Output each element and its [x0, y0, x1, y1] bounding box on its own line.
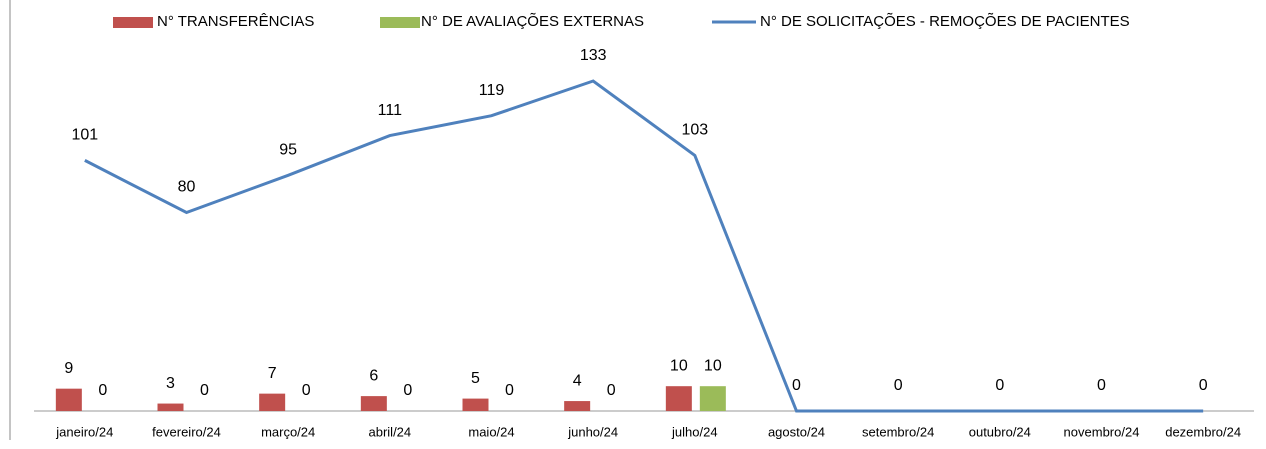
data-label: 0	[1097, 377, 1106, 394]
legend-label: N° DE AVALIAÇÕES EXTERNAS	[421, 13, 644, 30]
data-label: 0	[792, 377, 801, 394]
legend-label: N° DE SOLICITAÇÕES - REMOÇÕES DE PACIENT…	[760, 13, 1130, 30]
data-label: 133	[580, 47, 607, 64]
data-label: 103	[681, 122, 708, 139]
data-label: 119	[479, 82, 505, 99]
x-tick-label: julho/24	[671, 424, 718, 439]
legend-label: N° TRANSFERÊNCIAS	[157, 13, 314, 30]
bar	[360, 396, 387, 411]
x-tick-label: abril/24	[369, 424, 412, 439]
x-tick-label: setembro/24	[862, 424, 934, 439]
data-label: 95	[279, 142, 297, 159]
x-tick-label: dezembro/24	[1165, 424, 1241, 439]
x-tick-label: fevereiro/24	[152, 424, 221, 439]
data-label: 10	[704, 357, 722, 374]
data-label: 4	[573, 372, 582, 389]
data-label: 6	[369, 367, 378, 384]
data-label: 10	[670, 357, 688, 374]
x-tick-label: novembro/24	[1064, 424, 1140, 439]
x-tick-label: junho/24	[567, 424, 618, 439]
data-label: 5	[471, 370, 480, 387]
bar	[564, 401, 591, 411]
x-tick-label: agosto/24	[768, 424, 825, 439]
x-tick-label: março/24	[261, 424, 315, 439]
data-label: 0	[1199, 377, 1208, 394]
line	[84, 79, 1204, 413]
x-tick-label: janeiro/24	[55, 424, 113, 439]
legend-swatch	[380, 17, 420, 28]
x-tick-label: maio/24	[468, 424, 514, 439]
data-label: 3	[166, 375, 175, 392]
legend-swatch	[113, 17, 153, 28]
data-label: 111	[378, 102, 402, 119]
bar	[157, 403, 184, 411]
data-label: 0	[302, 382, 311, 399]
bar	[462, 398, 489, 411]
data-label: 0	[894, 377, 903, 394]
bar	[665, 386, 692, 411]
data-label: 7	[268, 365, 277, 382]
data-label: 101	[71, 127, 98, 144]
bar	[699, 386, 726, 411]
data-label: 9	[64, 360, 73, 377]
data-label: 0	[200, 382, 209, 399]
data-label: 0	[607, 382, 616, 399]
data-label: 0	[995, 377, 1004, 394]
bar	[55, 388, 82, 411]
x-tick-label: outubro/24	[969, 424, 1031, 439]
data-label: 0	[505, 382, 514, 399]
data-label: 80	[178, 179, 196, 196]
bar	[259, 393, 286, 411]
data-label: 0	[403, 382, 412, 399]
data-label: 0	[98, 382, 107, 399]
